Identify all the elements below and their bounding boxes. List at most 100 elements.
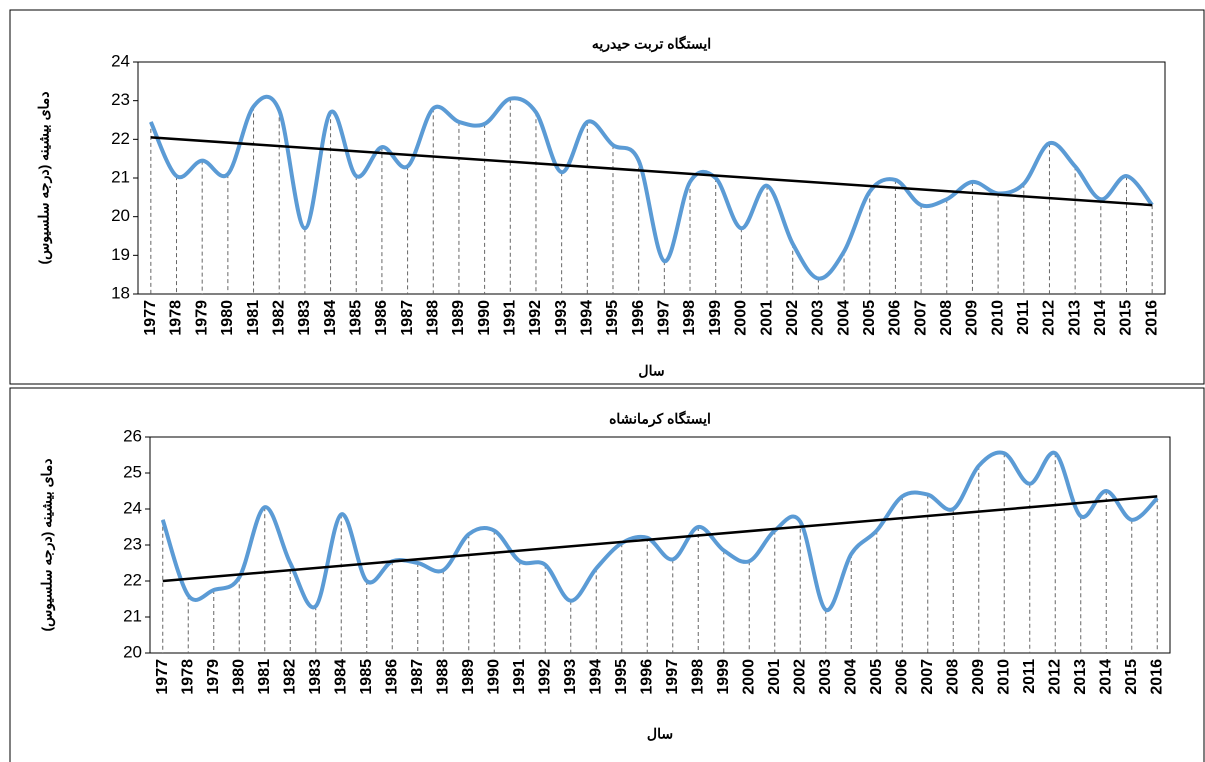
x-tick-label: 2004 (842, 659, 859, 695)
x-tick-label: 1999 (707, 300, 724, 336)
x-tick-label: 1990 (485, 659, 502, 695)
x-tick-label: 1986 (373, 300, 390, 336)
y-tick-label: 21 (111, 167, 130, 186)
y-tick-label: 19 (111, 245, 130, 264)
y-tick-label: 24 (111, 51, 130, 70)
x-tick-label: 1989 (450, 300, 467, 336)
x-tick-label: 1987 (399, 300, 416, 336)
x-tick-label: 1995 (613, 659, 630, 695)
panel-frame (9, 387, 1205, 762)
x-tick-label: 1991 (511, 659, 528, 695)
x-tick-label: 1991 (502, 300, 519, 336)
x-tick-label: 1980 (219, 300, 236, 336)
x-tick-label: 2000 (733, 300, 750, 336)
x-tick-label: 1981 (256, 659, 273, 695)
y-tick-label: 23 (123, 534, 142, 553)
data-line (149, 94, 1154, 281)
x-tick-label: 2007 (919, 659, 936, 695)
x-tick-label: 1984 (332, 659, 349, 695)
x-tick-label: 2005 (868, 659, 885, 695)
x-tick-label: 2004 (835, 300, 852, 336)
x-tick-label: 1996 (630, 300, 647, 336)
x-tick-label: 2015 (1118, 300, 1135, 336)
y-tick-label: 24 (123, 498, 142, 517)
x-tick-label: 1996 (638, 659, 655, 695)
x-tick-label: 1977 (142, 300, 159, 336)
x-tick-label: 1986 (383, 659, 400, 695)
x-tick-label: 2010 (995, 659, 1012, 695)
x-axis-title: سال (647, 726, 673, 742)
y-tick-label: 18 (111, 283, 130, 302)
x-tick-label: 1981 (245, 300, 262, 336)
x-tick-label: 2009 (964, 300, 981, 336)
x-tick-label: 1992 (536, 659, 553, 695)
x-tick-label: 2009 (970, 659, 987, 695)
x-tick-label: 1987 (409, 659, 426, 695)
x-tick-label: 1977 (154, 659, 171, 695)
y-axis-title: دمای بیشینه (درجه سلسیوس) (39, 458, 56, 631)
y-tick-label: 23 (111, 90, 130, 109)
x-tick-label: 2016 (1143, 300, 1160, 336)
x-tick-label: 1978 (168, 300, 185, 336)
x-tick-label: 1997 (656, 300, 673, 336)
x-tick-label: 1980 (230, 659, 247, 695)
x-tick-label: 2008 (944, 659, 961, 695)
x-tick-label: 1994 (587, 659, 604, 695)
x-tick-label: 1993 (553, 300, 570, 336)
x-tick-label: 2013 (1072, 659, 1089, 695)
x-tick-label: 2001 (766, 659, 783, 695)
y-axis-title: دمای بیشینه (درجه سلسیوس) (36, 91, 53, 264)
x-tick-label: 2012 (1041, 300, 1058, 336)
x-tick-label: 1993 (562, 659, 579, 695)
x-tick-label: 2016 (1148, 659, 1165, 695)
x-tick-label: 1984 (322, 300, 339, 336)
x-tick-label: 1988 (424, 300, 441, 336)
x-tick-label: 1985 (347, 300, 364, 336)
x-tick-label: 2011 (1021, 659, 1038, 694)
x-tick-label: 2003 (817, 659, 834, 695)
x-tick-label: 1982 (270, 300, 287, 336)
x-tick-label: 2002 (791, 659, 808, 695)
trend-line (150, 136, 1153, 207)
x-tick-label: 2010 (989, 300, 1006, 336)
x-tick-label: 2005 (861, 300, 878, 336)
x-tick-label: 2011 (1015, 300, 1032, 335)
x-tick-label: 2007 (912, 300, 929, 336)
data-line (160, 450, 1159, 612)
trend-line (162, 495, 1158, 583)
x-tick-label: 1982 (281, 659, 298, 695)
x-tick-label: 2000 (740, 659, 757, 695)
panel-frame (9, 9, 1205, 385)
y-tick-label: 21 (123, 606, 142, 625)
x-axis-title: سال (638, 363, 664, 379)
x-tick-label: 1998 (681, 300, 698, 336)
x-tick-label: 2008 (938, 300, 955, 336)
x-tick-label: 1989 (460, 659, 477, 695)
x-tick-label: 2002 (784, 300, 801, 336)
x-tick-label: 2001 (758, 300, 775, 336)
x-tick-label: 2013 (1066, 300, 1083, 336)
x-tick-label: 1983 (296, 300, 313, 336)
x-tick-label: 2006 (887, 300, 904, 336)
chart-title: ایستگاه کرمانشاه (609, 411, 711, 428)
x-tick-label: 1995 (604, 300, 621, 336)
y-tick-label: 22 (123, 570, 142, 589)
x-tick-label: 2015 (1123, 659, 1140, 695)
x-tick-label: 1998 (689, 659, 706, 695)
x-tick-label: 1988 (434, 659, 451, 695)
x-tick-label: 2003 (810, 300, 827, 336)
x-tick-label: 2012 (1046, 659, 1063, 695)
x-tick-label: 1978 (179, 659, 196, 695)
x-tick-label: 1979 (193, 300, 210, 336)
x-tick-label: 1997 (664, 659, 681, 695)
x-tick-label: 1983 (307, 659, 324, 695)
y-tick-label: 26 (123, 426, 142, 445)
x-tick-label: 2014 (1092, 300, 1109, 336)
x-tick-label: 1994 (579, 300, 596, 336)
y-tick-label: 20 (123, 642, 142, 661)
y-tick-label: 20 (111, 206, 130, 225)
chart-title: ایستگاه تربت حیدریه (592, 36, 711, 53)
x-tick-label: 1990 (476, 300, 493, 336)
